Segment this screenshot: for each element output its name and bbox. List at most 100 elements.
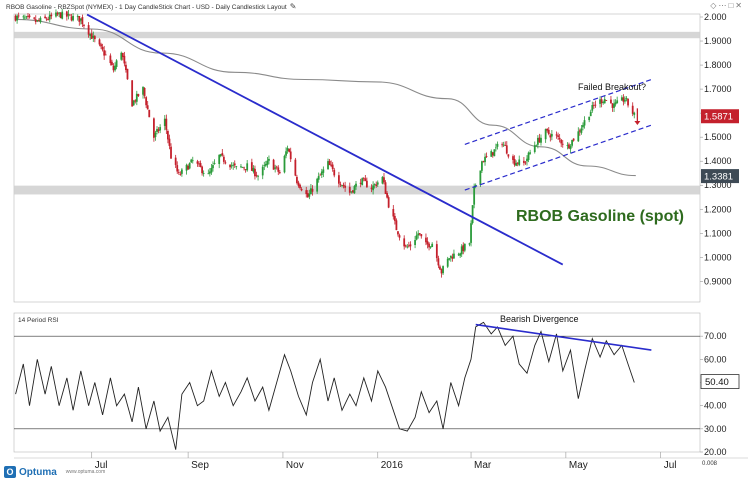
candle (34, 15, 37, 25)
candle (72, 12, 74, 22)
candle (61, 8, 64, 20)
candle-body (67, 13, 70, 16)
candle (145, 95, 148, 109)
candle (524, 161, 527, 165)
candle-body (286, 148, 289, 151)
candle (297, 180, 300, 188)
candle-body (157, 129, 160, 132)
candle-body (148, 109, 151, 118)
candle (409, 241, 412, 251)
candle (544, 128, 547, 143)
candle (568, 142, 570, 150)
candle (577, 127, 580, 142)
candle-body (70, 16, 73, 21)
candle-body (39, 17, 42, 23)
candle-body (235, 166, 238, 168)
candle-body (507, 154, 510, 157)
candle-body (218, 154, 221, 165)
candle (92, 31, 95, 42)
candle-body (111, 61, 113, 66)
candle (348, 182, 351, 196)
candle (351, 189, 354, 194)
candle-body (14, 15, 17, 21)
candle (244, 169, 247, 173)
pencil-icon[interactable]: ✎ (289, 2, 297, 11)
candle-body (460, 246, 463, 255)
candle-body (437, 258, 440, 266)
candle-body (513, 158, 516, 165)
candle-body (415, 235, 418, 240)
candle-body (393, 216, 396, 221)
candle (536, 135, 539, 149)
candle-body (78, 15, 81, 22)
candle (493, 149, 496, 157)
breakout-arrow-head (634, 120, 641, 125)
candle (126, 68, 129, 80)
candle-body (188, 163, 191, 169)
candle (48, 11, 51, 23)
candle-body (36, 20, 39, 21)
candle (468, 242, 471, 247)
candle (600, 97, 603, 108)
candle-body (125, 64, 127, 71)
candle (470, 220, 472, 247)
candle-body (524, 162, 527, 164)
candle-body (589, 111, 592, 117)
candle-body (560, 139, 563, 144)
candle (387, 195, 390, 209)
candle-body (45, 18, 48, 20)
candle (272, 158, 275, 170)
candle (23, 14, 26, 20)
candle (224, 160, 227, 165)
candle-body (481, 161, 483, 171)
candle-body (611, 103, 614, 108)
diamond-icon[interactable]: ◇ (710, 1, 719, 10)
candle (159, 124, 162, 134)
candle (320, 168, 323, 178)
candle (146, 100, 149, 110)
candle (101, 43, 104, 52)
candle-body (246, 163, 249, 171)
candle (526, 155, 528, 166)
price-tick-label: 2.000 (704, 12, 727, 22)
candle-body (555, 134, 558, 136)
more-icon[interactable]: ⋯ (718, 1, 729, 10)
candle-body (351, 190, 354, 193)
candle (65, 10, 68, 21)
candle (583, 116, 586, 129)
candle (328, 159, 331, 166)
candle (473, 183, 476, 209)
price-tick-label: 1.5000 (704, 132, 732, 142)
candle (98, 38, 101, 47)
candle-body (23, 17, 26, 19)
candle-body (199, 163, 202, 167)
candle (109, 53, 112, 66)
candle (103, 45, 106, 60)
candle-body (387, 197, 390, 208)
candle (381, 176, 384, 185)
candle (142, 86, 144, 99)
candle (104, 50, 107, 56)
candle (22, 14, 25, 20)
price-tick-label: 1.7000 (704, 84, 732, 94)
candle (451, 253, 454, 262)
candle (529, 149, 532, 155)
candle (208, 168, 211, 177)
candle (45, 17, 48, 22)
candle-body (22, 16, 25, 18)
candle (495, 143, 497, 152)
candle (199, 160, 202, 168)
candle-body (163, 118, 166, 126)
candle (502, 141, 505, 148)
candle-body (137, 94, 140, 97)
candle-body (25, 16, 28, 18)
candle (300, 187, 303, 192)
candle (440, 268, 443, 278)
maximize-icon[interactable]: □ (728, 1, 736, 10)
close-icon[interactable]: ✕ (735, 1, 744, 10)
candle-body (502, 144, 505, 146)
rsi-panel-label: 14 Period RSI (18, 317, 59, 324)
candle (602, 100, 605, 105)
candle-body (616, 100, 619, 104)
candle (338, 171, 340, 188)
